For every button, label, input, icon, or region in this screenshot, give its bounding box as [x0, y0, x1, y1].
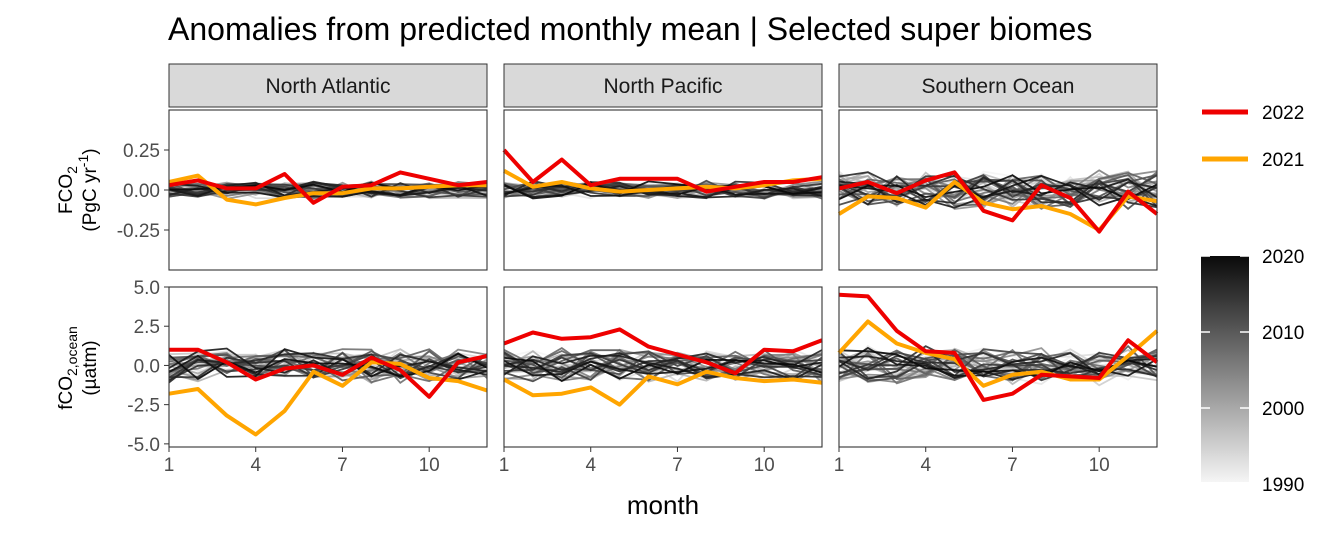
panel-border — [503, 109, 823, 271]
panel-border — [168, 286, 488, 448]
legend: 2022 2021 — [1202, 103, 1304, 171]
y-title-row1-line1: FCO2 — [56, 166, 80, 214]
panel-border — [503, 286, 823, 448]
year-line — [838, 345, 1158, 382]
legend-label-2021: 2021 — [1262, 150, 1304, 171]
x-tick-label: 10 — [754, 455, 775, 476]
year-line — [838, 171, 1158, 209]
y-axis-title-row1: FCO2 (PgC yr-1) — [56, 148, 101, 231]
year-line — [838, 348, 1158, 380]
y-tick-label: 5.0 — [134, 278, 160, 299]
x-tick-label: 7 — [337, 455, 348, 476]
facet-strip-north-atlantic: North Atlantic — [168, 63, 488, 108]
colorbar: 2020 2010 2000 1990 — [1201, 247, 1304, 496]
colorbar-tick-1990: 1990 — [1262, 475, 1304, 496]
y-axis-title-row2: fCO2,ocean (µatm) — [56, 326, 101, 410]
facet-strip-north-pacific: North Pacific — [503, 63, 823, 108]
panel-r2-c1 — [168, 286, 488, 448]
y-tick-label: -0.25 — [117, 221, 160, 242]
panel-r1-c2 — [502, 109, 823, 271]
facet-label-north-atlantic: North Atlantic — [266, 75, 391, 98]
colorbar-tick-2010: 2010 — [1262, 323, 1304, 344]
panel-r1-c1 — [168, 109, 488, 271]
y-tick-label: 0.00 — [123, 181, 160, 202]
year-line — [838, 348, 1158, 379]
x-tick-label: 4 — [250, 455, 261, 476]
y-tick-label: 0.0 — [134, 356, 160, 377]
colorbar-tick-2020: 2020 — [1262, 247, 1304, 268]
series-line-2022 — [502, 148, 823, 194]
series-line-2021 — [503, 169, 823, 194]
panel-r1-c3 — [837, 109, 1159, 271]
x-tick-label: 7 — [1007, 455, 1018, 476]
year-line — [503, 350, 823, 381]
x-tick-label: 1 — [164, 455, 175, 476]
colorbar-gradient — [1201, 256, 1249, 482]
series-line-2022 — [838, 292, 1159, 402]
year-line — [838, 174, 1158, 206]
y-tick-label: -2.5 — [127, 396, 160, 417]
facet-label-north-pacific: North Pacific — [603, 75, 722, 98]
panel-r2-c2 — [503, 286, 823, 448]
series-line-2022 — [169, 347, 488, 399]
x-tick-label: 10 — [419, 455, 440, 476]
series-line-2022 — [838, 170, 1159, 234]
series-line-2021 — [837, 319, 1159, 388]
year-line — [838, 175, 1158, 206]
background-year-lines — [503, 347, 823, 384]
y-title-row1-line2: (PgC yr-1) — [75, 148, 101, 231]
x-tick-label: 1 — [834, 455, 845, 476]
x-tick-label: 4 — [920, 455, 931, 476]
x-tick-label: 7 — [672, 455, 683, 476]
series-line-2022 — [503, 327, 823, 376]
y-tick-label: -5.0 — [127, 435, 160, 456]
year-line — [503, 356, 823, 383]
year-line — [503, 359, 823, 377]
series-line-2021 — [168, 360, 488, 437]
year-line — [168, 347, 488, 377]
colorbar-tick-2000: 2000 — [1262, 399, 1304, 420]
x-tick-label: 4 — [585, 455, 596, 476]
year-line — [503, 354, 823, 381]
facet-strip-southern-ocean: Southern Ocean — [838, 63, 1158, 108]
year-line — [503, 180, 823, 200]
year-line — [838, 351, 1158, 382]
x-tick-label: 10 — [1089, 455, 1110, 476]
panel-r2-c3 — [837, 286, 1159, 448]
panel-border — [838, 109, 1158, 271]
year-line — [838, 174, 1158, 201]
y-tick-label: 2.5 — [134, 317, 160, 338]
year-line — [503, 184, 823, 197]
legend-label-2022: 2022 — [1262, 103, 1304, 124]
y-title-row2-line1: fCO2,ocean — [56, 326, 80, 410]
y-tick-label: 0.25 — [123, 141, 160, 162]
x-tick-label: 1 — [499, 455, 510, 476]
chart-title: Anomalies from predicted monthly mean | … — [168, 11, 1092, 47]
x-axis-title: month — [627, 490, 699, 520]
background-year-lines — [838, 169, 1158, 210]
facet-label-southern-ocean: Southern Ocean — [922, 75, 1075, 98]
plot-layer: 0.250.00-0.255.02.50.0-2.5-5.01 4 7 10 1 4 7 10… — [117, 109, 1159, 476]
year-line — [168, 352, 488, 381]
year-line — [503, 347, 823, 374]
panel-border — [838, 286, 1158, 448]
series-line-2022 — [168, 170, 488, 205]
year-line — [503, 349, 823, 374]
year-line — [503, 184, 823, 199]
background-year-lines — [503, 179, 823, 201]
y-title-row2-line2: (µatm) — [80, 340, 101, 395]
series-line-2021 — [503, 369, 823, 407]
